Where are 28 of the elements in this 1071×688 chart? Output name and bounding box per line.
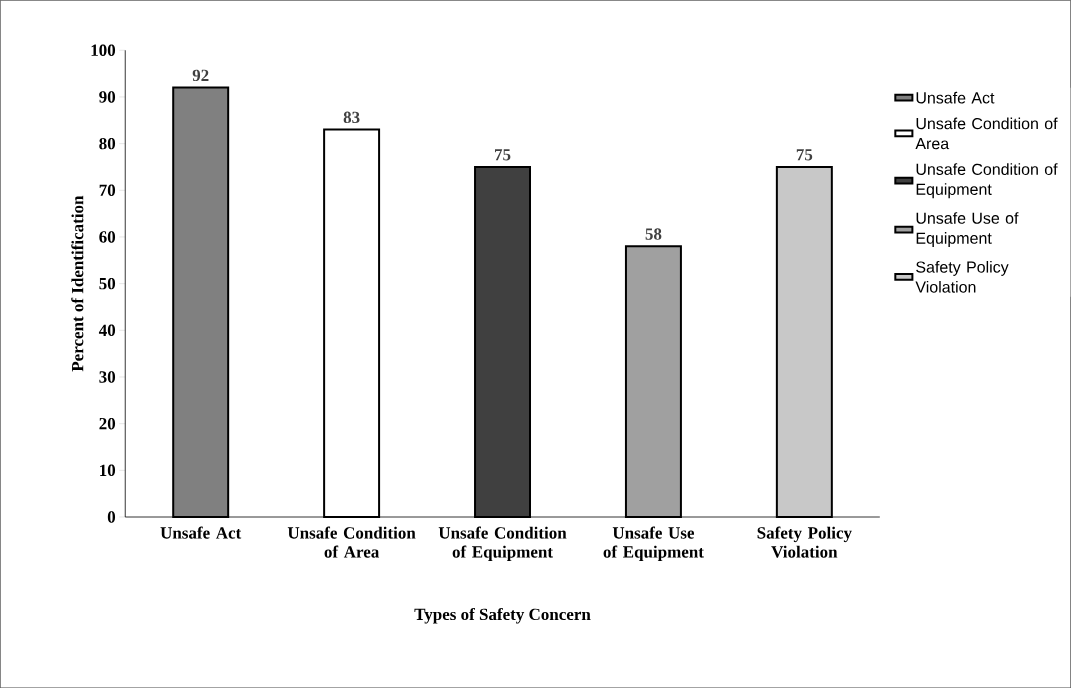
y-tick-label: 20 [99,417,116,430]
x-tick-label: Unsafe Condition of Area [287,526,416,558]
x-tick-label: Unsafe Act [160,526,242,539]
legend-label: Unsafe Condition of Area [915,117,1058,150]
y-tick-label: 100 [91,44,116,56]
x-tick-label: Unsafe Use of Equipment [603,526,704,562]
y-tick-label: 80 [99,137,116,150]
y-tick-label: 30 [99,371,116,383]
y-tick-label: 70 [99,184,116,196]
y-tick-label: 50 [99,277,116,290]
data-label: 58 [645,228,662,240]
y-tick-label: 0 [107,511,116,523]
x-axis-title: Types of Safety Concern [414,607,591,624]
y-tick-label: 60 [99,231,116,243]
data-label: 92 [192,69,209,81]
data-label: 75 [495,149,511,161]
data-label: 83 [343,111,360,123]
y-tick-label: 40 [98,324,116,336]
data-label: 75 [796,149,813,161]
y-tick-label: 90 [99,91,116,103]
y-tick-label: 10 [100,464,116,476]
legend-label: Unsafe Use of Equipment [916,212,1019,247]
y-axis-title: Percent of Identification [71,195,84,372]
legend-label: Safety Policy Violation [915,260,1009,293]
x-tick-label: Unsafe Condition of Equipment [438,526,567,562]
legend-label: Unsafe Condition of Equipment [916,163,1058,199]
legend-label: Unsafe Act [916,91,995,104]
x-tick-label: Safety Policy Violation [757,526,852,558]
